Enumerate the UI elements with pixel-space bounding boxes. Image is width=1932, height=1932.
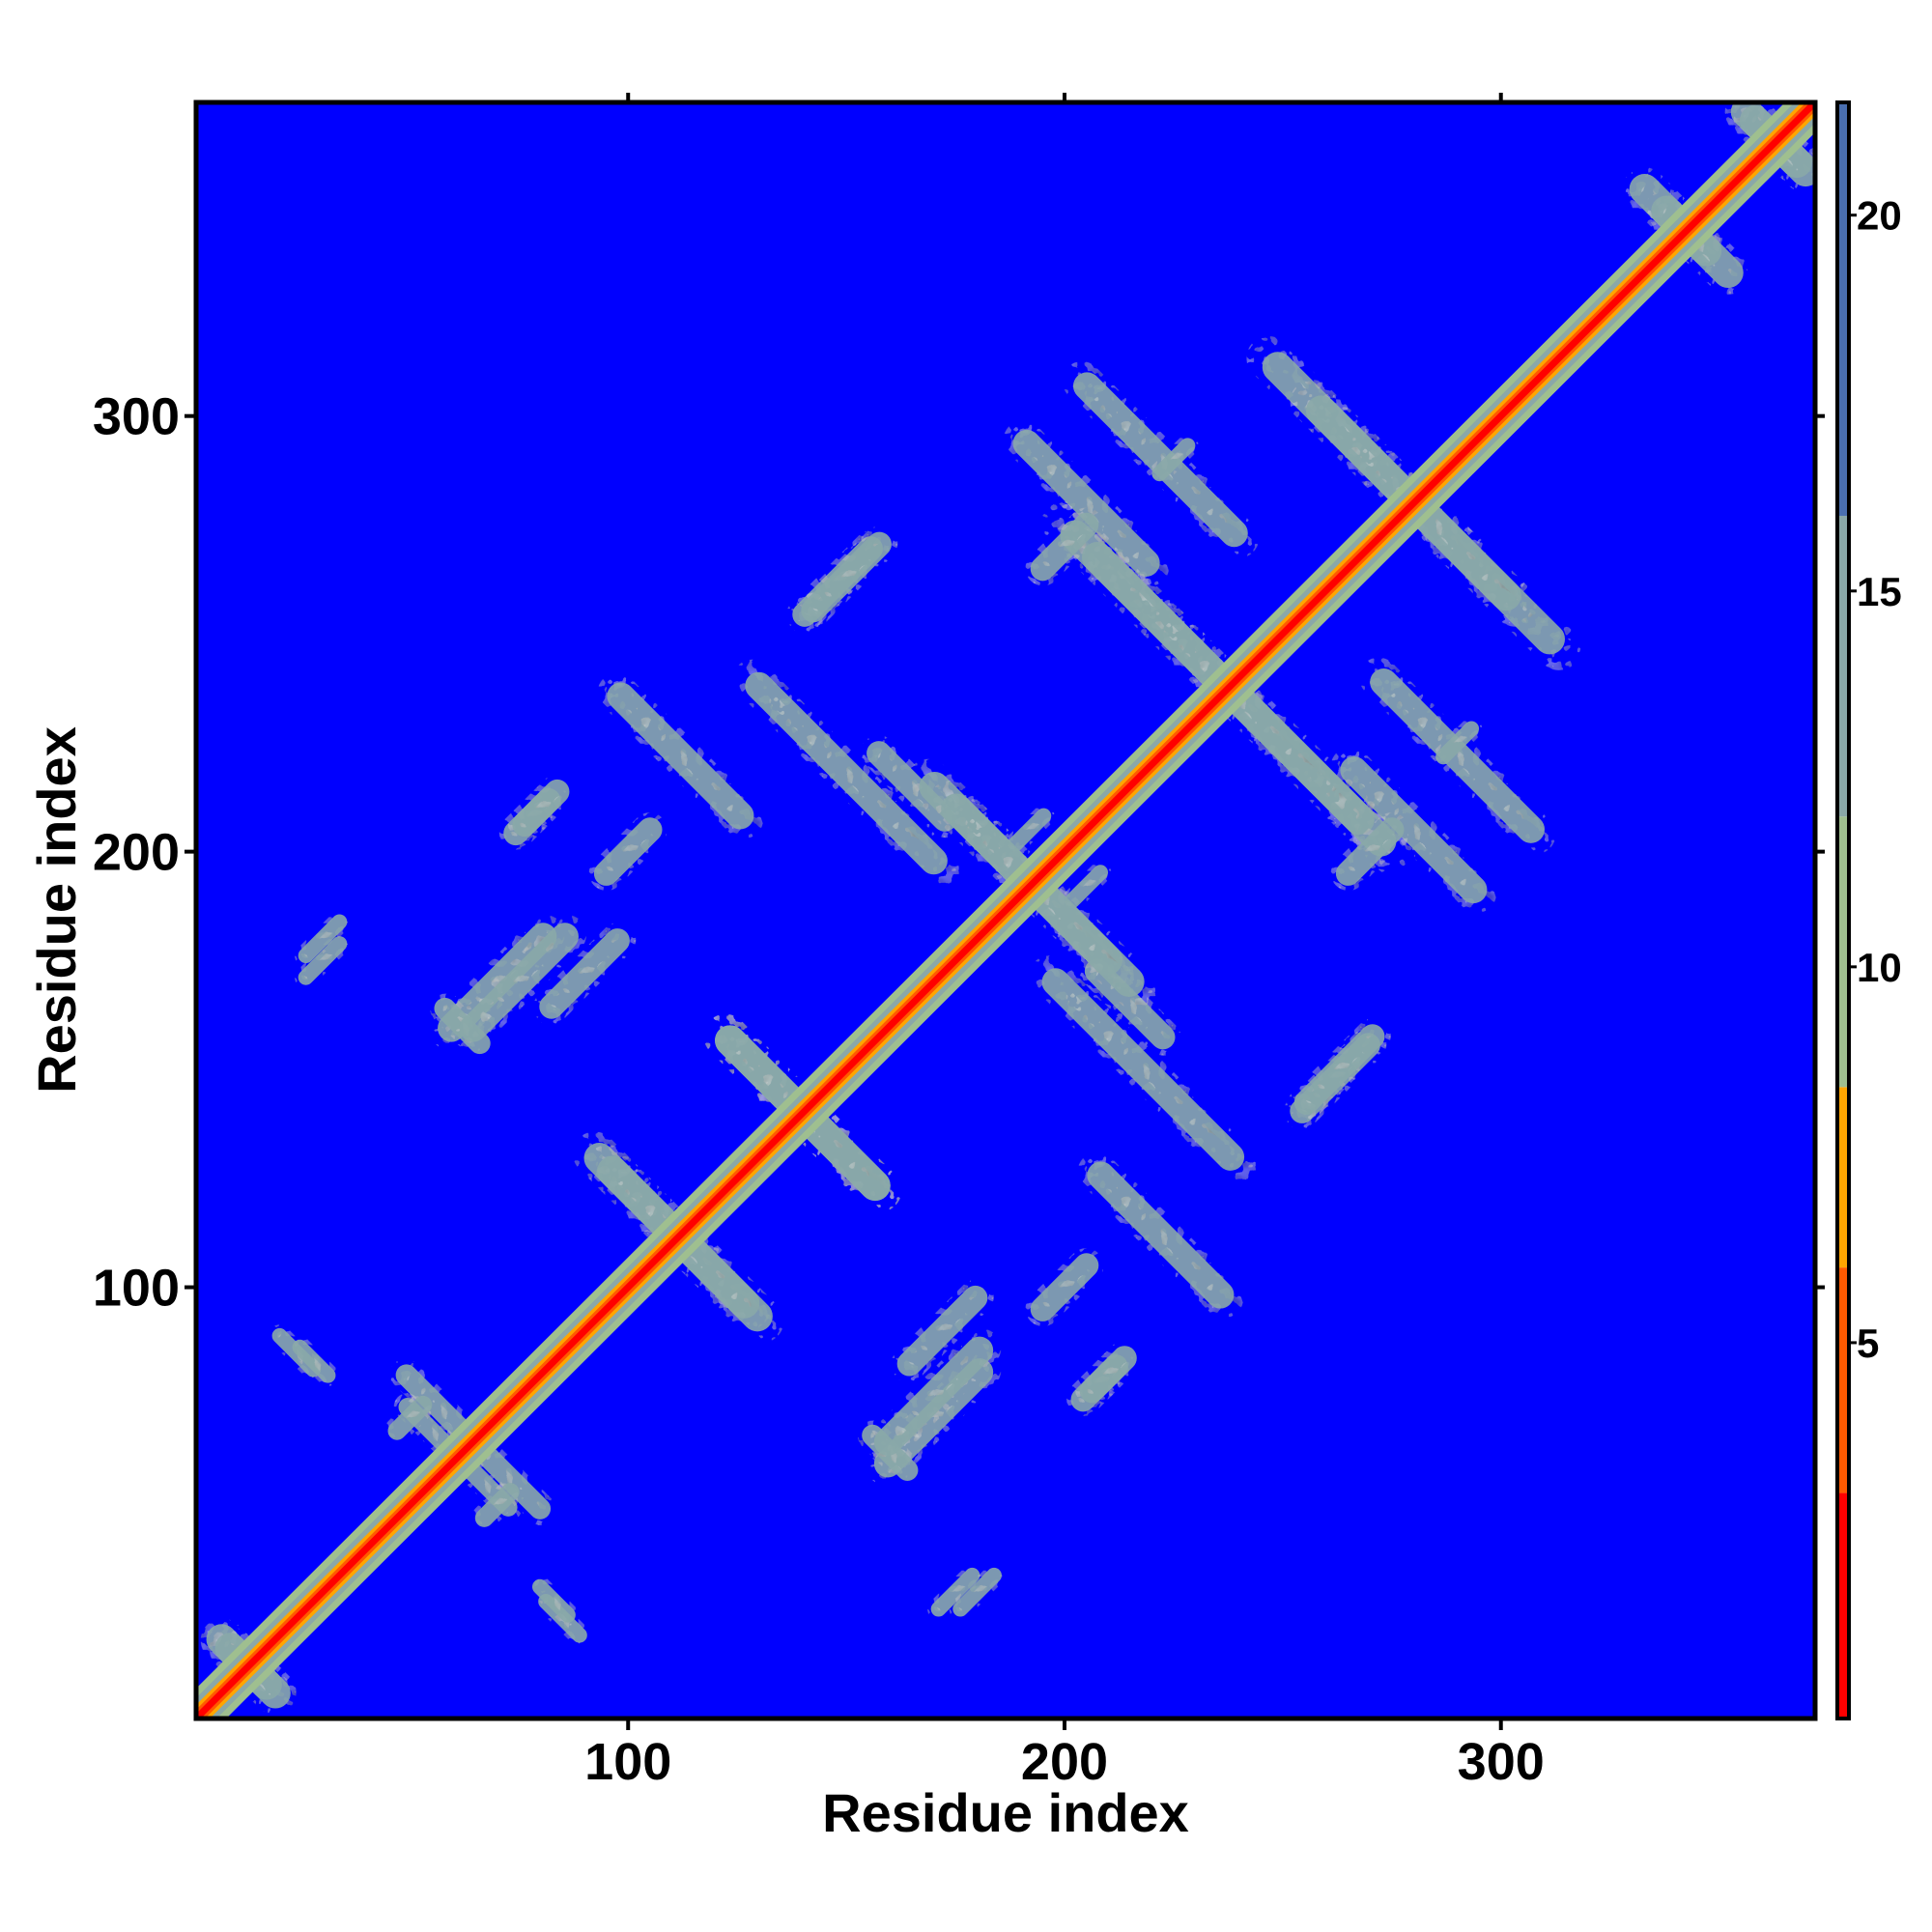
x-axis-title: Residue index — [822, 1782, 1189, 1843]
y-tick-labels: 100 200 300 — [93, 388, 180, 1318]
diagonal-line — [196, 102, 1815, 1719]
contact-feature — [866, 1328, 1002, 1464]
y-axis-title: Residue index — [26, 726, 87, 1094]
y-tick-label: 100 — [93, 1260, 180, 1318]
contact-feature — [1432, 718, 1483, 768]
contact-feature — [384, 1392, 436, 1444]
colorbar-tick-label: 20 — [1857, 193, 1902, 239]
contact-feature — [1330, 747, 1497, 913]
contact-feature — [1330, 812, 1409, 892]
contact-feature — [289, 1336, 339, 1386]
contact-feature — [927, 1564, 983, 1621]
colorbar-segment — [1837, 1492, 1849, 1719]
contact-feature — [1075, 1341, 1142, 1407]
contact-feature — [295, 910, 351, 967]
colorbar-ticks: 5 10 15 20 — [1849, 193, 1902, 1366]
contact-feature — [1025, 1248, 1104, 1327]
contact-feature — [528, 1576, 580, 1626]
contact-feature — [1005, 805, 1055, 855]
colorbar-tick-label: 10 — [1857, 945, 1902, 990]
contact-feature — [1077, 1151, 1244, 1319]
contact-feature — [1290, 380, 1581, 670]
contact-features — [200, 102, 1815, 1715]
colorbar-segment — [1837, 515, 1849, 817]
contact-feature — [891, 1279, 994, 1382]
colorbar-segment — [1837, 1087, 1849, 1268]
contact-feature — [1029, 955, 1258, 1183]
contact-feature — [1149, 435, 1199, 485]
contact-feature — [1061, 862, 1112, 912]
contact-feature — [794, 526, 898, 629]
contact-feature — [597, 672, 764, 839]
contact-feature — [732, 659, 960, 888]
y-axis-ticks — [185, 413, 1825, 1290]
contact-feature — [471, 1479, 524, 1531]
x-tick-label: 200 — [1021, 1733, 1108, 1791]
x-tick-label: 300 — [1458, 1733, 1545, 1791]
colorbar-tick-label: 5 — [1857, 1321, 1879, 1366]
contact-feature — [1025, 507, 1104, 586]
colorbar — [1837, 102, 1849, 1719]
contact-feature — [451, 915, 587, 1050]
contact-feature — [588, 812, 668, 892]
plot-frame — [193, 99, 1818, 1721]
contact-feature — [507, 775, 574, 841]
contact-feature — [295, 932, 351, 989]
colorbar-tick-label: 15 — [1857, 569, 1902, 614]
colorbar-frame — [1835, 100, 1851, 1720]
contact-feature — [949, 1564, 1006, 1621]
y-tick-label: 300 — [93, 388, 180, 446]
y-tick-label: 200 — [93, 824, 180, 882]
diagonal-band — [196, 102, 1815, 1719]
contact-feature — [1288, 1017, 1391, 1122]
x-axis-ticks — [626, 93, 1503, 1730]
colorbar-segment — [1837, 102, 1849, 516]
colorbar-segment — [1837, 1267, 1849, 1493]
contact-feature — [1003, 420, 1170, 586]
x-tick-labels: 100 200 300 — [584, 1733, 1545, 1791]
colorbar-segment — [1837, 816, 1849, 1088]
x-tick-label: 100 — [584, 1733, 671, 1791]
contact-feature — [532, 922, 637, 1026]
